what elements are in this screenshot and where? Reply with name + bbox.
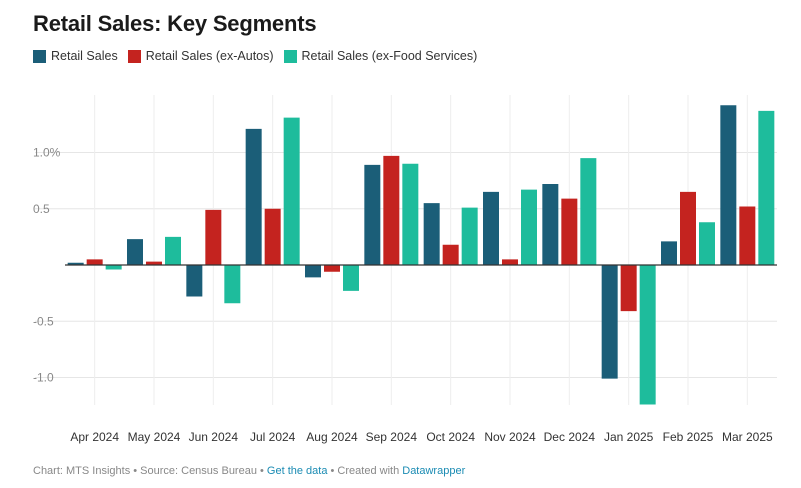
bar-group: [67, 105, 775, 405]
bar-ex-food-services[interactable]: [699, 222, 715, 265]
bar-ex-autos[interactable]: [620, 265, 637, 312]
bar-ex-food-services[interactable]: [402, 163, 419, 265]
x-tick-label: Aug 2024: [306, 430, 358, 444]
bar-ex-food-services[interactable]: [165, 236, 181, 265]
datawrapper-link[interactable]: Datawrapper: [402, 465, 466, 477]
legend-item-retail-sales: Retail Sales: [33, 49, 118, 63]
y-tick-label: 1.0%: [33, 146, 61, 160]
bar-ex-autos[interactable]: [442, 244, 459, 265]
bar-retail-sales[interactable]: [67, 262, 84, 265]
bar-retail-sales[interactable]: [245, 128, 262, 265]
bar-retail-sales[interactable]: [483, 191, 499, 265]
bar-ex-autos[interactable]: [205, 209, 222, 265]
y-tick-label: -1.0: [33, 371, 54, 385]
bar-ex-food-services[interactable]: [521, 189, 537, 265]
bar-ex-food-services[interactable]: [639, 265, 656, 405]
bar-ex-food-services[interactable]: [758, 110, 775, 265]
get-the-data-link[interactable]: Get the data: [266, 465, 328, 477]
x-tick-label: Jun 2024: [189, 430, 239, 444]
x-tick-label: Sep 2024: [366, 430, 418, 444]
bar-ex-food-services[interactable]: [283, 117, 300, 265]
chart-legend: Retail Sales Retail Sales (ex-Autos) Ret…: [33, 49, 487, 63]
bar-ex-autos[interactable]: [739, 206, 756, 266]
bar-ex-autos[interactable]: [383, 155, 400, 265]
y-tick-label: 0.5: [33, 202, 50, 216]
bar-retail-sales[interactable]: [423, 203, 440, 265]
bar-ex-food-services[interactable]: [580, 158, 597, 265]
x-tick-label: Feb 2025: [663, 430, 714, 444]
x-tick-label: Apr 2024: [70, 430, 119, 444]
bar-ex-food-services[interactable]: [343, 265, 359, 291]
bar-retail-sales[interactable]: [661, 241, 677, 265]
bar-ex-autos[interactable]: [146, 261, 162, 265]
grid-lines: [35, 95, 777, 405]
chart-title: Retail Sales: Key Segments: [33, 11, 317, 36]
bar-ex-food-services[interactable]: [224, 265, 241, 304]
bar-retail-sales[interactable]: [601, 265, 618, 379]
chart-footer: Chart: MTS Insights • Source: Census Bur…: [33, 465, 465, 477]
bar-retail-sales[interactable]: [186, 265, 203, 297]
bar-retail-sales[interactable]: [305, 265, 321, 278]
x-tick-label: May 2024: [128, 430, 181, 444]
x-tick-label: Oct 2024: [426, 430, 475, 444]
footer-created-with-text: • Created with: [327, 465, 403, 477]
bar-ex-autos[interactable]: [561, 198, 578, 265]
axis-labels: 1.0% 0.5 -0.5 -1.0 Apr 2024 May 2024 Jun 2024 J…: [33, 146, 773, 445]
legend-item-ex-food-services: Retail Sales (ex-Food Services): [283, 49, 478, 63]
x-tick-label: Dec 2024: [544, 430, 596, 444]
legend-swatch-ex-autos: [127, 49, 141, 63]
legend-label-ex-food-services: Retail Sales (ex-Food Services): [301, 49, 478, 63]
legend-swatch-retail-sales: [33, 49, 46, 63]
bar-retail-sales[interactable]: [720, 105, 737, 265]
bar-ex-autos[interactable]: [324, 265, 340, 272]
bar-ex-autos[interactable]: [86, 259, 103, 265]
bar-ex-autos[interactable]: [680, 191, 696, 265]
bar-ex-autos[interactable]: [264, 208, 281, 265]
x-tick-label: Mar 2025: [722, 430, 773, 444]
bar-ex-food-services[interactable]: [461, 207, 478, 265]
legend-swatch-ex-food-services: [283, 49, 297, 63]
bar-ex-autos[interactable]: [502, 259, 518, 265]
bar-ex-food-services[interactable]: [105, 265, 122, 270]
footer-source-text: Chart: MTS Insights • Source: Census Bur…: [33, 465, 267, 477]
bar-retail-sales[interactable]: [364, 164, 381, 265]
y-tick-label: -0.5: [33, 314, 54, 328]
bar-retail-sales[interactable]: [542, 184, 559, 265]
legend-item-ex-autos: Retail Sales (ex-Autos): [127, 49, 274, 63]
x-tick-label: Jan 2025: [604, 430, 654, 444]
legend-label-ex-autos: Retail Sales (ex-Autos): [145, 49, 274, 63]
bar-retail-sales[interactable]: [127, 239, 143, 265]
x-tick-label: Nov 2024: [484, 430, 536, 444]
x-tick-label: Jul 2024: [250, 430, 296, 444]
legend-label-retail-sales: Retail Sales: [51, 49, 118, 63]
bar-chart: 1.0% 0.5 -0.5 -1.0 Apr 2024 May 2024 Jun 2024 J…: [33, 95, 777, 445]
